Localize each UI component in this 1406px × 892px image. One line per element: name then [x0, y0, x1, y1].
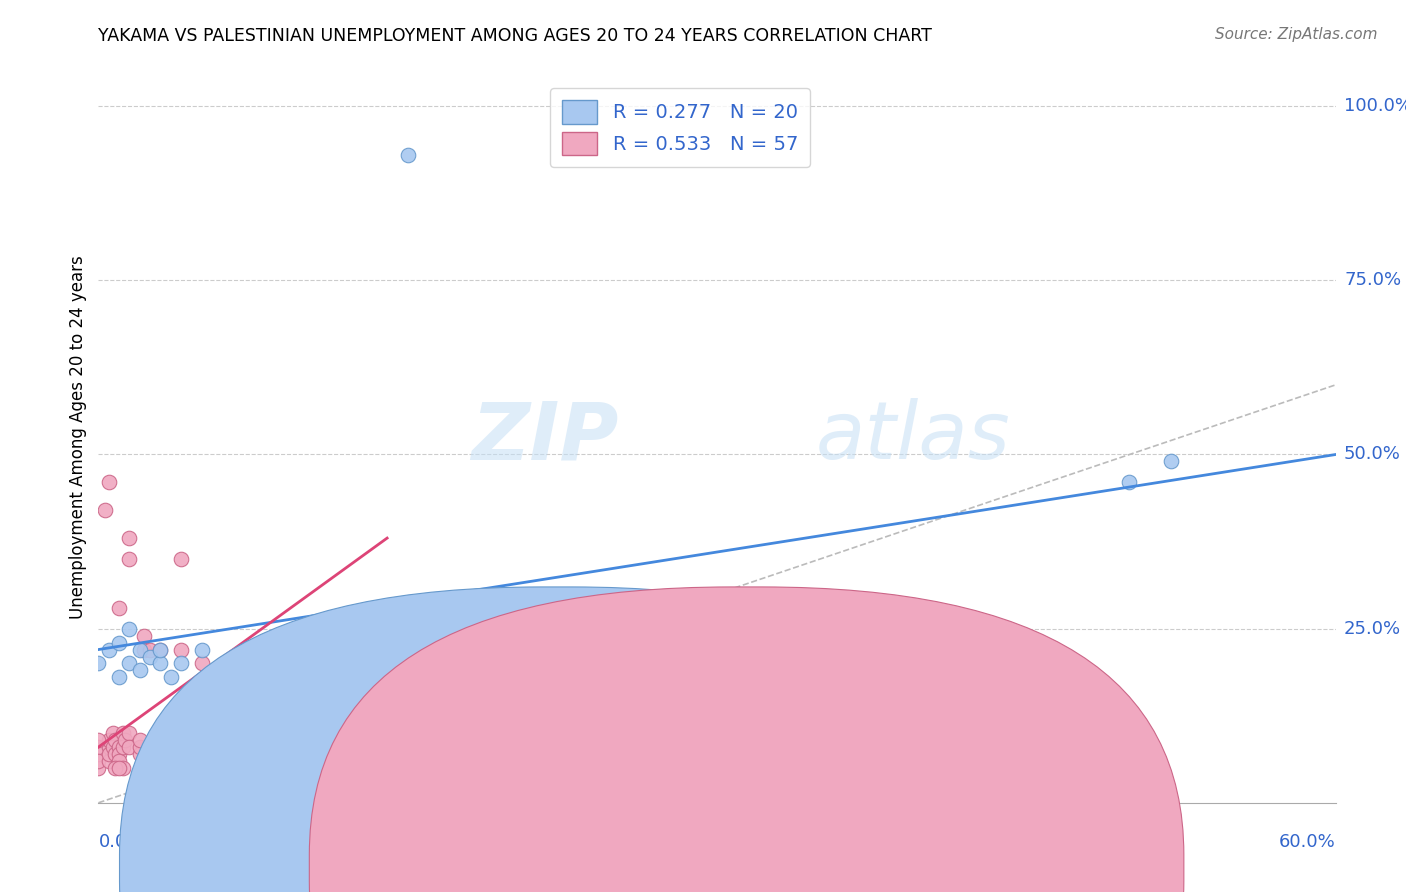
Point	[128, 747, 150, 761]
Point	[149, 642, 172, 657]
Point	[104, 733, 127, 747]
Point	[170, 552, 193, 566]
Point	[356, 657, 378, 671]
Point	[211, 740, 233, 755]
Text: 25.0%: 25.0%	[1344, 620, 1402, 638]
Legend: R = 0.277   N = 20, R = 0.533   N = 57: R = 0.277 N = 20, R = 0.533 N = 57	[550, 88, 810, 167]
Point	[97, 740, 120, 755]
Point	[232, 747, 254, 761]
Text: 75.0%: 75.0%	[1344, 271, 1402, 289]
Point	[87, 733, 110, 747]
Point	[232, 740, 254, 755]
Text: Source: ZipAtlas.com: Source: ZipAtlas.com	[1215, 27, 1378, 42]
Point	[170, 642, 193, 657]
Text: YAKAMA VS PALESTINIAN UNEMPLOYMENT AMONG AGES 20 TO 24 YEARS CORRELATION CHART: YAKAMA VS PALESTINIAN UNEMPLOYMENT AMONG…	[98, 27, 932, 45]
Point	[104, 761, 127, 775]
Point	[101, 740, 124, 755]
Point	[97, 747, 120, 761]
Point	[118, 622, 141, 636]
Point	[159, 747, 181, 761]
Point	[118, 657, 141, 671]
Point	[108, 761, 131, 775]
Text: 100.0%: 100.0%	[1344, 97, 1406, 115]
Text: 50.0%: 50.0%	[1344, 445, 1400, 464]
Point	[97, 642, 120, 657]
Text: Yakama: Yakama	[579, 859, 648, 877]
Text: atlas: atlas	[815, 398, 1011, 476]
Text: 60.0%: 60.0%	[1279, 833, 1336, 851]
Point	[1118, 475, 1140, 490]
Point	[104, 747, 127, 761]
Point	[87, 657, 110, 671]
Point	[128, 733, 150, 747]
Point	[132, 629, 155, 643]
Point	[211, 747, 233, 761]
Point	[128, 664, 150, 678]
Point	[170, 657, 193, 671]
Point	[97, 733, 120, 747]
Point	[118, 726, 141, 740]
Point	[273, 740, 295, 755]
Point	[87, 740, 110, 755]
Point	[108, 600, 131, 615]
Point	[118, 740, 141, 755]
Point	[252, 642, 274, 657]
Point	[108, 754, 131, 768]
Y-axis label: Unemployment Among Ages 20 to 24 years: Unemployment Among Ages 20 to 24 years	[69, 255, 87, 619]
Text: Palestinians: Palestinians	[769, 859, 876, 877]
Point	[97, 754, 120, 768]
Point	[159, 670, 181, 684]
Point	[114, 733, 136, 747]
Point	[139, 642, 162, 657]
Point	[211, 664, 233, 678]
Point	[112, 726, 135, 740]
Point	[190, 642, 212, 657]
Point	[93, 503, 115, 517]
Point	[149, 657, 172, 671]
Point	[149, 740, 172, 755]
Point	[128, 740, 150, 755]
Point	[139, 747, 162, 761]
Point	[294, 670, 316, 684]
Point	[112, 740, 135, 755]
Point	[108, 635, 131, 649]
Point	[108, 670, 131, 684]
Point	[112, 761, 135, 775]
Point	[139, 649, 162, 664]
Point	[159, 733, 181, 747]
Point	[159, 740, 181, 755]
Point	[252, 642, 274, 657]
Point	[294, 747, 316, 761]
Text: 0.0%: 0.0%	[98, 833, 143, 851]
Point	[87, 747, 110, 761]
Point	[190, 657, 212, 671]
Point	[132, 642, 155, 657]
Point	[87, 754, 110, 768]
Point	[108, 747, 131, 761]
Point	[170, 740, 193, 755]
Point	[118, 552, 141, 566]
Point	[1160, 454, 1182, 468]
Point	[396, 148, 419, 162]
Point	[108, 740, 131, 755]
Point	[118, 531, 141, 545]
Point	[87, 761, 110, 775]
Point	[149, 642, 172, 657]
Point	[97, 475, 120, 490]
Point	[139, 740, 162, 755]
Point	[101, 726, 124, 740]
Text: ZIP: ZIP	[471, 398, 619, 476]
Point	[149, 733, 172, 747]
Point	[128, 642, 150, 657]
Point	[190, 747, 212, 761]
Point	[252, 740, 274, 755]
Point	[190, 740, 212, 755]
